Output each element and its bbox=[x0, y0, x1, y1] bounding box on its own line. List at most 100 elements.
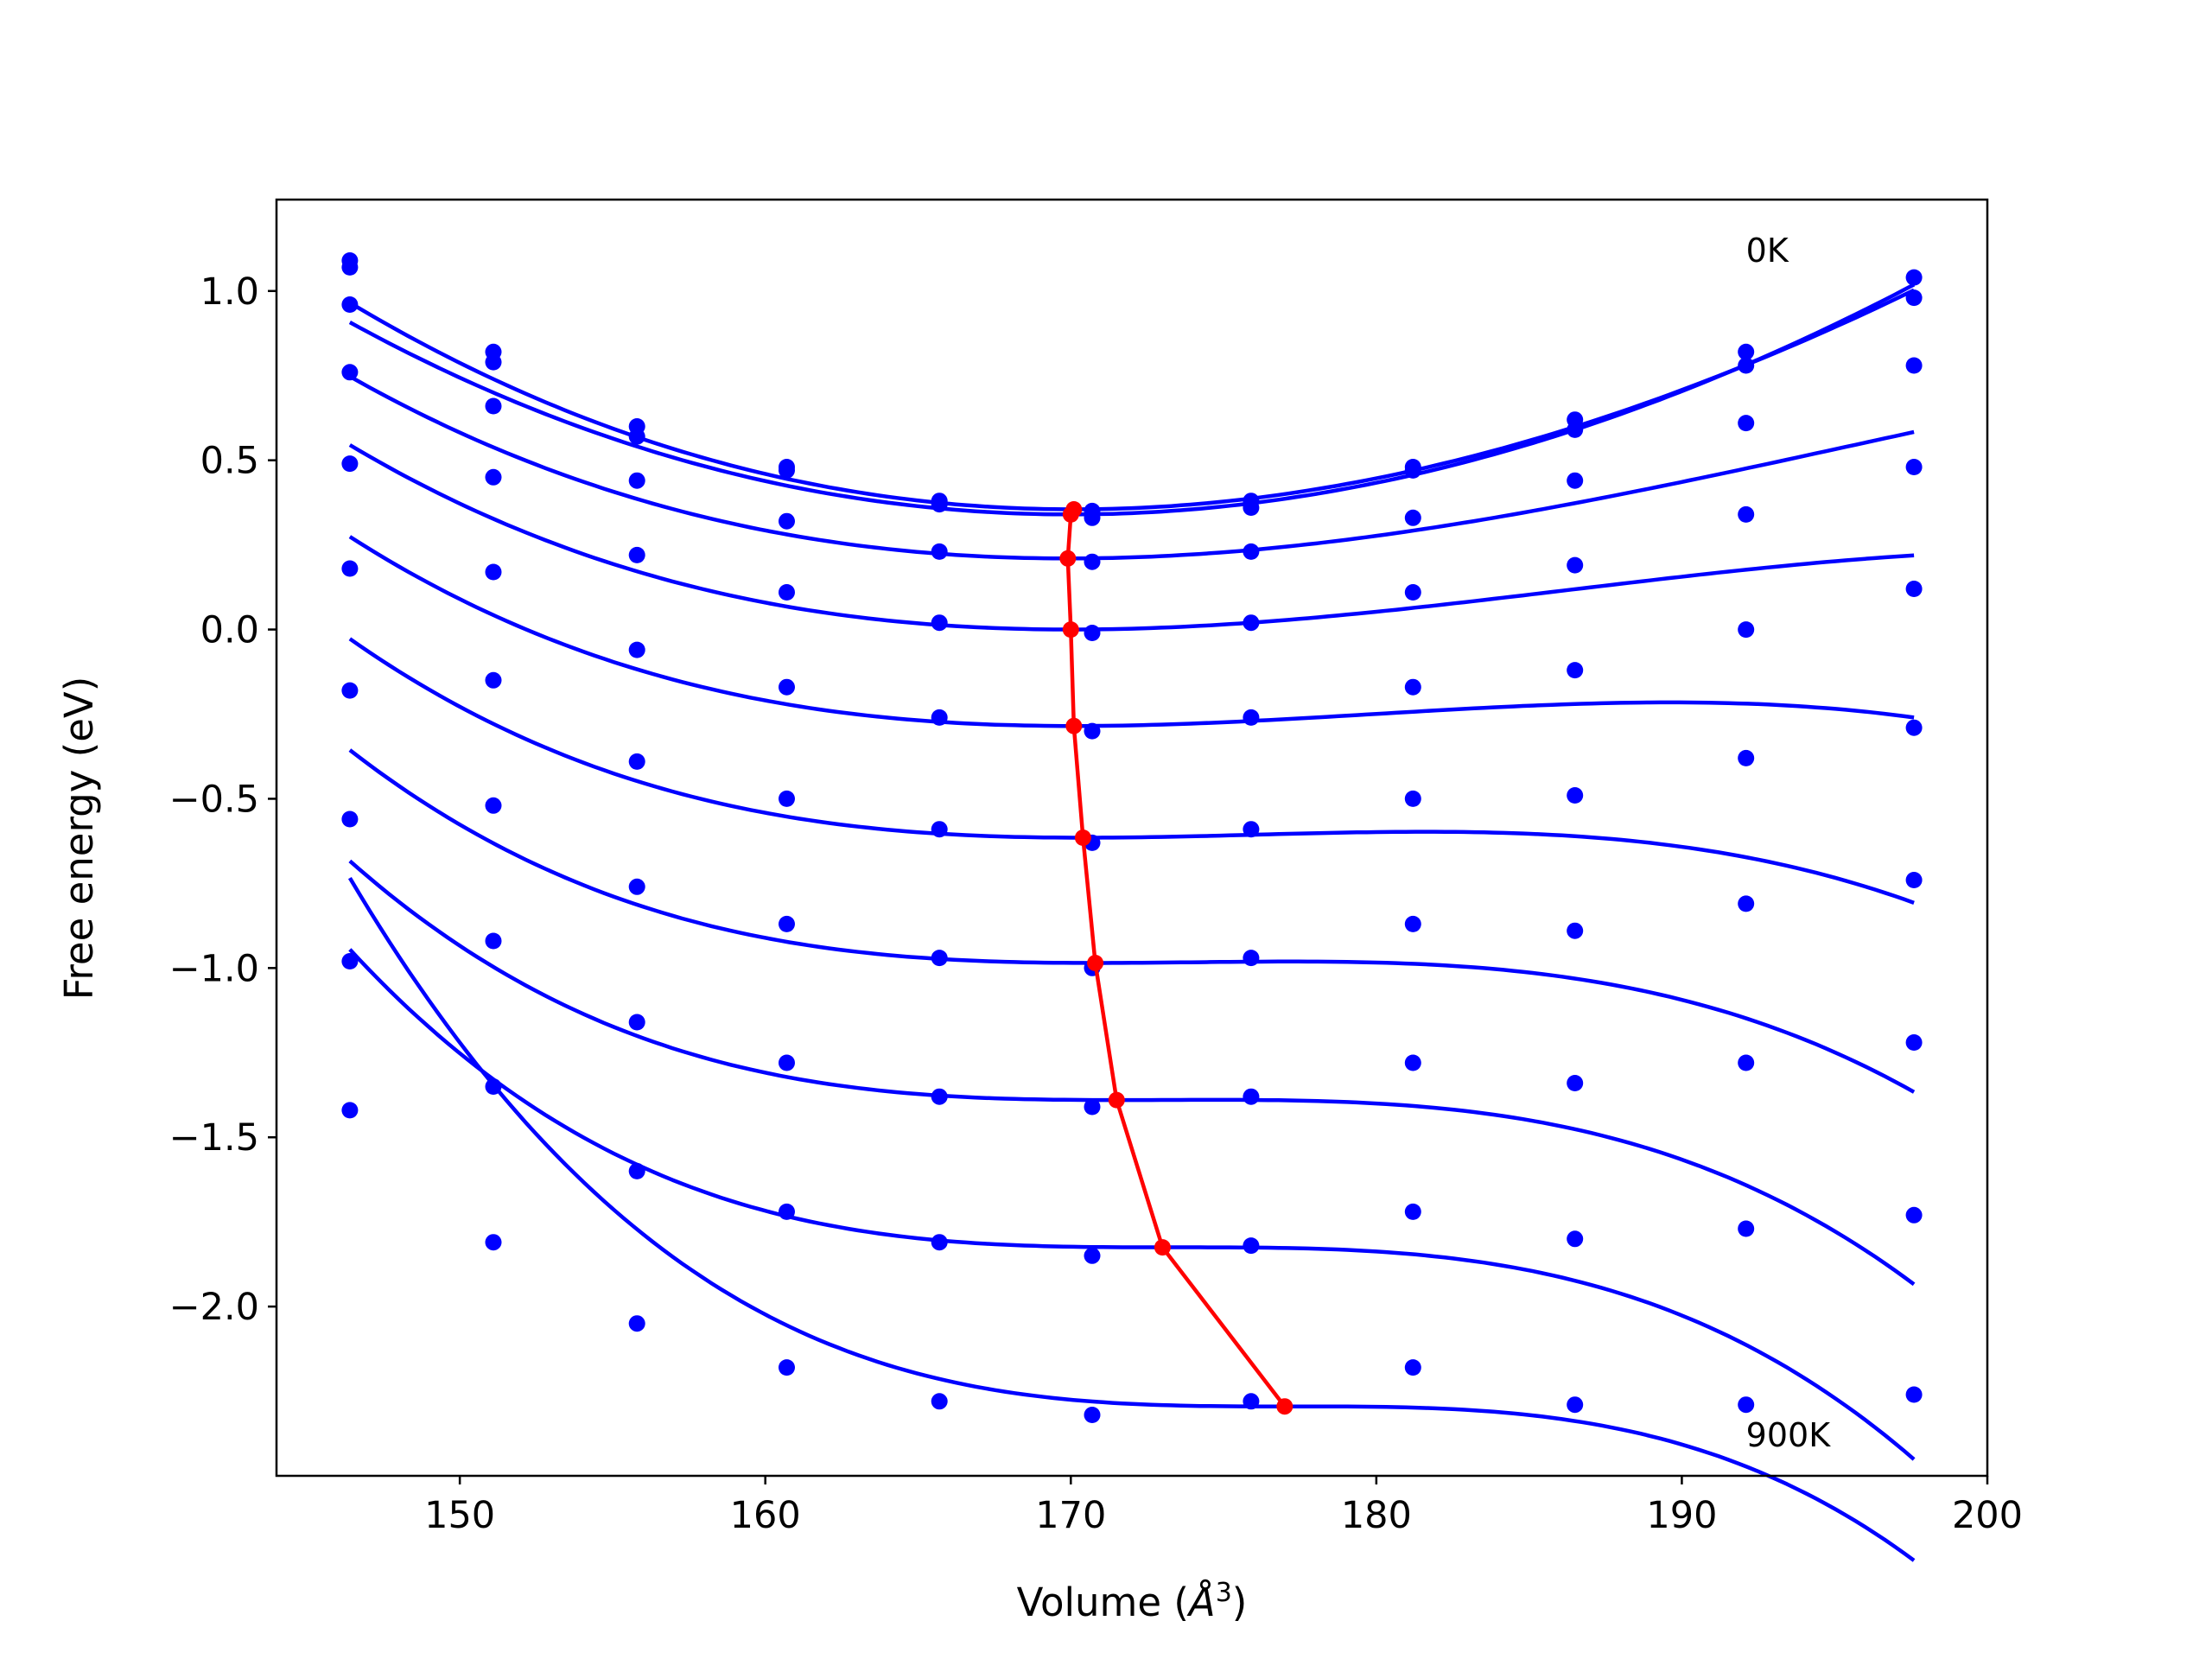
data-point-series-10-2 bbox=[485, 1234, 502, 1251]
data-point-series-8-3 bbox=[628, 1014, 645, 1031]
data-point-series-5-9 bbox=[1567, 662, 1584, 679]
data-point-series-2-11 bbox=[1905, 289, 1923, 307]
x-axis-label: Volume (Å3) bbox=[1017, 1578, 1248, 1626]
minimum-point-5 bbox=[1065, 717, 1083, 734]
data-point-series-3-5 bbox=[931, 543, 948, 560]
fit-curve-2 bbox=[348, 283, 1916, 517]
data-point-series-9-9 bbox=[1567, 1230, 1584, 1248]
data-point-series-4-4 bbox=[779, 584, 795, 601]
y-tick-label-3: −0.5 bbox=[169, 778, 259, 821]
data-point-series-5-7 bbox=[1243, 709, 1260, 726]
data-point-series-5-8 bbox=[1404, 678, 1421, 696]
data-point-series-6-4 bbox=[779, 790, 795, 807]
data-point-series-2-5 bbox=[931, 496, 948, 513]
y-tick-label-6: 1.0 bbox=[200, 270, 259, 314]
data-point-series-7-1 bbox=[341, 682, 359, 699]
data-point-series-8-1 bbox=[341, 810, 359, 828]
data-point-series-8-4 bbox=[779, 1054, 795, 1071]
data-point-series-6-8 bbox=[1404, 790, 1421, 807]
data-point-series-7-8 bbox=[1404, 915, 1421, 932]
annotation-0K: 0K bbox=[1746, 232, 1789, 270]
plot-frame bbox=[275, 198, 1989, 1478]
data-point-series-6-2 bbox=[485, 671, 502, 689]
data-point-series-8-8 bbox=[1404, 1054, 1421, 1071]
data-point-series-9-8 bbox=[1404, 1203, 1421, 1220]
fit-curve-6 bbox=[348, 637, 1915, 906]
fit-curve-3 bbox=[348, 374, 1915, 561]
data-point-series-9-4 bbox=[779, 1203, 795, 1220]
data-point-series-7-2 bbox=[485, 797, 502, 814]
data-point-series-8-11 bbox=[1905, 1034, 1923, 1051]
data-point-series-4-11 bbox=[1905, 459, 1923, 475]
data-point-series-10-5 bbox=[931, 1393, 948, 1410]
data-point-series-5-4 bbox=[779, 678, 795, 696]
fit-curve-4 bbox=[348, 443, 1915, 632]
minimum-point-3 bbox=[1059, 550, 1077, 567]
data-point-series-8-9 bbox=[1567, 1075, 1584, 1091]
data-point-series-10-8 bbox=[1404, 1359, 1421, 1376]
y-tick-label-1: −1.5 bbox=[169, 1116, 259, 1160]
data-point-series-5-3 bbox=[628, 641, 645, 658]
data-point-series-9-6 bbox=[1084, 1247, 1101, 1264]
data-point-series-5-1 bbox=[341, 455, 359, 473]
data-point-series-10-4 bbox=[779, 1359, 795, 1376]
data-point-series-4-1 bbox=[341, 364, 359, 381]
data-point-series-10-6 bbox=[1084, 1407, 1101, 1423]
data-point-series-4-3 bbox=[628, 546, 645, 563]
data-point-series-7-10 bbox=[1738, 895, 1755, 912]
x-tick-label-200: 200 bbox=[1952, 1494, 2023, 1537]
data-point-series-10-9 bbox=[1567, 1396, 1584, 1414]
data-point-series-8-6 bbox=[1084, 1098, 1101, 1116]
data-point-series-3-3 bbox=[628, 472, 645, 489]
data-point-series-7-4 bbox=[779, 915, 795, 932]
minimum-point-9 bbox=[1154, 1239, 1171, 1256]
data-point-series-9-1 bbox=[341, 953, 359, 969]
data-point-series-4-8 bbox=[1404, 584, 1421, 601]
data-point-series-2-1 bbox=[341, 258, 359, 276]
data-point-series-9-11 bbox=[1905, 1206, 1923, 1224]
data-point-series-4-2 bbox=[485, 468, 502, 486]
data-point-series-9-5 bbox=[931, 1234, 948, 1251]
minimum-point-8 bbox=[1108, 1091, 1125, 1109]
x-axis-ticks: 150 160 170 180 190 200 bbox=[424, 1476, 2023, 1537]
data-point-series-6-9 bbox=[1567, 787, 1584, 804]
data-point-series-8-7 bbox=[1243, 1088, 1260, 1105]
x-tick-label-180: 180 bbox=[1341, 1494, 1412, 1537]
x-tick-label-190: 190 bbox=[1646, 1494, 1717, 1537]
data-point-series-2-4 bbox=[779, 461, 795, 479]
data-point-series-7-5 bbox=[931, 950, 948, 967]
data-point-series-10-11 bbox=[1905, 1386, 1923, 1403]
minimum-point-4 bbox=[1062, 621, 1079, 639]
data-point-series-5-5 bbox=[931, 709, 948, 726]
data-point-series-2-3 bbox=[628, 428, 645, 445]
y-axis-ticks: −2.0 −1.5 −1.0 −0.5 0.0 0.5 1.0 bbox=[169, 270, 276, 1329]
data-point-series-2-7 bbox=[1243, 499, 1260, 516]
plot-layer bbox=[341, 252, 1923, 1562]
data-point-series-3-4 bbox=[779, 512, 795, 530]
fit-curve-8 bbox=[348, 859, 1916, 1287]
data-point-series-10-1 bbox=[341, 1102, 359, 1119]
minimum-point-7 bbox=[1087, 955, 1104, 971]
data-point-series-6-1 bbox=[341, 560, 359, 577]
data-point-series-4-10 bbox=[1738, 505, 1755, 523]
data-point-series-10-10 bbox=[1738, 1396, 1755, 1414]
data-point-series-1-11 bbox=[1905, 269, 1923, 286]
data-point-series-3-6 bbox=[1084, 553, 1101, 570]
y-axis-label: Free energy (eV) bbox=[56, 677, 102, 1000]
data-point-series-2-2 bbox=[485, 353, 502, 371]
minimum-point-10 bbox=[1276, 1398, 1294, 1415]
x-tick-label-150: 150 bbox=[424, 1494, 495, 1537]
data-point-series-3-8 bbox=[1404, 509, 1421, 526]
data-point-series-3-2 bbox=[485, 397, 502, 415]
data-point-series-3-10 bbox=[1738, 415, 1755, 432]
data-point-series-7-7 bbox=[1243, 950, 1260, 967]
data-point-series-2-6 bbox=[1084, 509, 1101, 526]
fit-curve-5 bbox=[348, 535, 1915, 728]
data-point-series-9-10 bbox=[1738, 1220, 1755, 1237]
data-point-series-2-8 bbox=[1404, 461, 1421, 479]
data-point-series-2-9 bbox=[1567, 421, 1584, 438]
data-point-series-8-2 bbox=[485, 932, 502, 950]
data-point-series-5-10 bbox=[1738, 621, 1755, 639]
